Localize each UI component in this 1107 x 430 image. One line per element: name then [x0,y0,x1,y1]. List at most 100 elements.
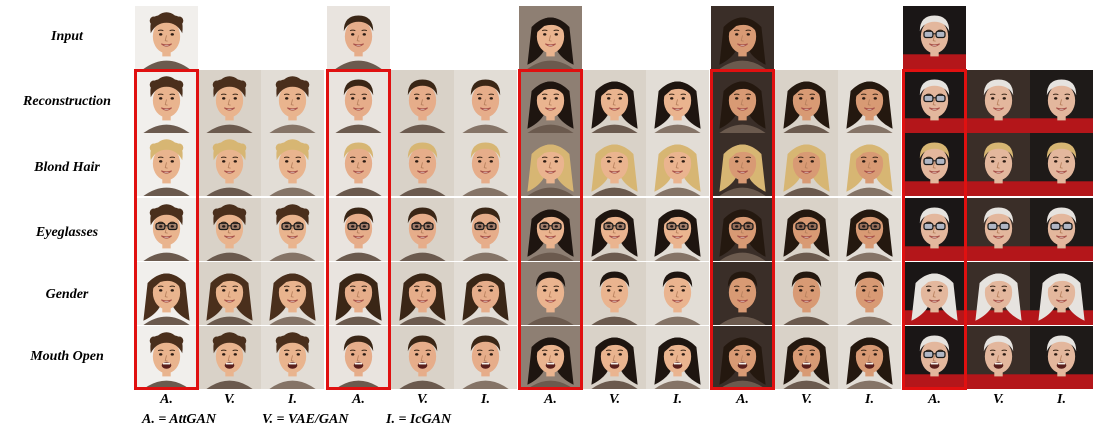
face-image-cell [903,262,966,325]
face-image-cell [454,133,517,196]
face-image [519,133,582,196]
face-image-cell [391,133,454,196]
face-image [261,326,324,389]
face-image-cell [198,262,261,325]
face-image [583,198,646,261]
face-image-cell [135,262,198,325]
face-image [646,133,709,196]
face-image [391,133,454,196]
face-image [135,6,198,69]
face-image-cell [261,198,324,261]
face-image [967,326,1030,389]
face-image-cell [1030,326,1093,389]
face-image [711,326,774,389]
face-image [454,326,517,389]
face-image-cell [391,326,454,389]
face-image [454,198,517,261]
face-image-cell [903,326,966,389]
face-image [967,70,1030,133]
face-image [838,326,901,389]
face-image [838,70,901,133]
face-image-cell [711,326,774,389]
face-image-cell [454,262,517,325]
face-image [135,70,198,133]
face-image [327,6,390,69]
face-image [775,198,838,261]
face-image-cell [711,262,774,325]
face-image [519,262,582,325]
column-label: I. [1057,392,1066,407]
face-image [135,326,198,389]
face-image-cell [711,6,774,69]
face-image [646,262,709,325]
face-image-cell [327,70,390,133]
column-label: A. [928,392,941,407]
face-image [903,326,966,389]
face-image [454,133,517,196]
face-image-cell [519,6,582,69]
face-image-cell [198,326,261,389]
face-image-cell [646,70,709,133]
face-image [261,198,324,261]
column-label: I. [288,392,297,407]
face-image [646,198,709,261]
face-image [711,133,774,196]
face-image-cell [646,326,709,389]
face-image [1030,70,1093,133]
face-image-cell [775,198,838,261]
face-image-cell [391,70,454,133]
face-image [391,262,454,325]
face-image [1030,133,1093,196]
column-label: A. [160,392,173,407]
face-image [198,133,261,196]
face-image-cell [198,133,261,196]
face-image [967,133,1030,196]
face-image-cell [838,70,901,133]
face-image [519,6,582,69]
face-image-cell [775,326,838,389]
face-image-cell [1030,262,1093,325]
face-image-cell [711,198,774,261]
face-image-cell [135,133,198,196]
column-label: I. [481,392,490,407]
face-image-cell [327,326,390,389]
face-image [198,198,261,261]
face-image-cell [775,262,838,325]
face-image-cell [1030,198,1093,261]
face-image [838,133,901,196]
face-image-cell [391,262,454,325]
face-image [1030,262,1093,325]
face-image [327,133,390,196]
face-image-cell [903,70,966,133]
row-label-gender: Gender [45,287,89,302]
face-image [903,70,966,133]
row-label-reconstruction: Reconstruction [23,94,111,109]
face-image-cell [454,198,517,261]
face-image-cell [454,326,517,389]
face-image-cell [519,262,582,325]
face-image [519,70,582,133]
face-image [198,262,261,325]
face-image-cell [967,198,1030,261]
row-label-blond-hair: Blond Hair [34,160,100,175]
face-image-cell [583,262,646,325]
face-image [327,198,390,261]
face-image-cell [646,262,709,325]
face-image-cell [967,70,1030,133]
face-image-cell [519,326,582,389]
face-image [711,198,774,261]
face-image [583,70,646,133]
face-image-cell [583,326,646,389]
row-label-mouth-open: Mouth Open [30,349,104,364]
face-image-cell [583,198,646,261]
face-image [135,133,198,196]
face-image-cell [838,198,901,261]
face-image-cell [261,70,324,133]
face-image-cell [775,70,838,133]
legend-icgan: I. = IcGAN [386,412,452,427]
face-image [519,198,582,261]
face-image-cell [198,70,261,133]
face-image-cell [583,133,646,196]
face-image [775,70,838,133]
face-image-cell [1030,133,1093,196]
